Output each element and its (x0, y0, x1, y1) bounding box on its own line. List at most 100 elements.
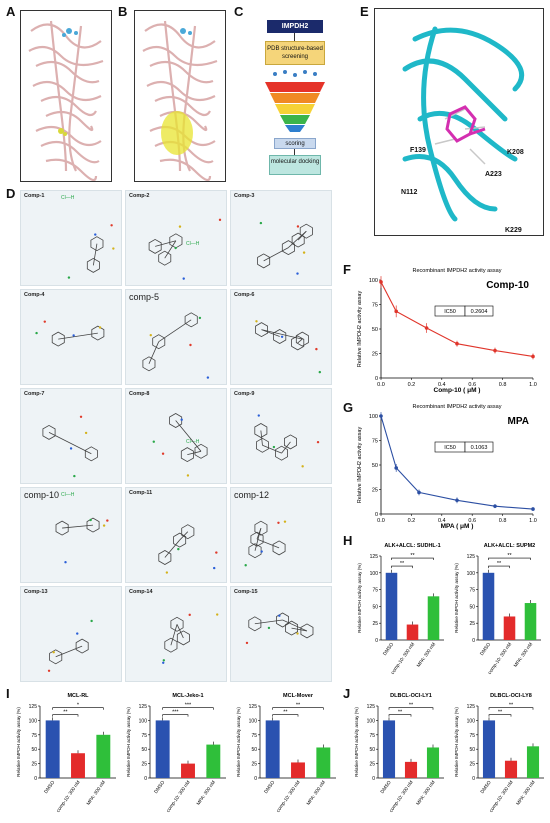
bar (96, 734, 111, 778)
panel-label-f: F (343, 262, 351, 277)
molecule-structure (55, 517, 109, 564)
screening-box: PDB structure-based screening (265, 41, 325, 65)
chart-i1: MCL-RL 0 25 50 75 100 125 Relative IMPDH activi… (14, 690, 122, 818)
bar (316, 747, 331, 778)
chart-h2: ALK+ALCL: SUPM2 0 25 50 75 100 125 Relative IMP… (452, 540, 547, 680)
significance-bracket (52, 707, 104, 710)
molecule-structure (162, 613, 219, 664)
y-tick-label: 75 (372, 588, 378, 594)
protein-ribbon-image-b (142, 20, 218, 182)
chart-title: MCL-Mover (283, 693, 314, 699)
y-tick-label: 100 (370, 571, 379, 577)
significance-label: ** (507, 553, 512, 559)
data-point (379, 414, 383, 418)
category-label: DMSO (379, 779, 392, 794)
bar (206, 744, 221, 778)
bar (385, 572, 398, 640)
significance-bracket (488, 714, 512, 717)
chart-i2-svg: MCL-Jeko-1 0 25 50 75 100 125 Relative IMPDH ac… (126, 693, 226, 814)
significance-label: *** (185, 703, 192, 709)
compound-name: Comp-14 (129, 589, 153, 595)
compound-card: comp-10 Cl—H (20, 487, 122, 583)
data-point (493, 504, 497, 508)
category-label: MPA: 300 nM (515, 780, 536, 807)
compound-name: comp-10 (24, 490, 60, 500)
y-tick-label: 75 (372, 303, 378, 309)
panel-label-j: J (343, 686, 351, 701)
compound-card: Comp-8 Cl—H (125, 388, 227, 484)
significance-label: ** (497, 561, 502, 567)
y-axis-label: Relative IMPDH activity assay (%) (357, 563, 362, 633)
panel-label-e: E (360, 4, 369, 19)
significance-bracket (272, 707, 324, 710)
molecule-structure (255, 320, 322, 374)
target-box: IMPDH2 (267, 20, 323, 33)
fit-curve (380, 281, 534, 357)
y-tick-label: 25 (251, 762, 257, 768)
molecule-structure (257, 221, 313, 275)
y-tick-label: 75 (369, 733, 375, 739)
data-point (493, 348, 497, 353)
bar (482, 572, 495, 640)
chart-i2: MCL-Jeko-1 0 25 50 75 100 125 Relative IMPDH ac… (124, 690, 232, 818)
bar (503, 616, 516, 640)
molecule-structure (158, 524, 218, 574)
protein-ribbon-image-a (28, 20, 104, 182)
compound-card: comp-5 (125, 289, 227, 385)
y-tick-label: 50 (369, 747, 375, 753)
compound-salt: Cl—H (186, 439, 200, 445)
x-axis-label: Comp-10 ( μM ) (434, 387, 481, 394)
chart-j1-svg: DLBCL-OCI-LY1 0 25 50 75 100 125 Relative IMPDH… (354, 693, 444, 814)
chart-j2: DLBCL-OCI-LY8 0 25 50 75 100 125 Relative IMPDH… (452, 690, 550, 818)
bar (382, 720, 396, 778)
molecule-structure (42, 415, 98, 478)
y-tick-label: 25 (372, 352, 378, 358)
compound-salt: Cl—H (61, 492, 75, 498)
y-axis-label: Relative IMPDH activity assay (%) (354, 707, 359, 777)
panel-label-g: G (343, 400, 354, 415)
y-tick-label: 75 (372, 439, 378, 445)
y-tick-label: 75 (141, 733, 147, 739)
y-tick-label: 50 (469, 747, 475, 753)
panel-label-h: H (343, 533, 353, 548)
chart-i1-svg: MCL-RL 0 25 50 75 100 125 Relative IMPDH activi… (16, 693, 116, 814)
x-axis-label: MPA ( μM ) (441, 523, 474, 530)
y-tick-label: 125 (370, 554, 379, 560)
bar (524, 603, 537, 640)
category-label: DMSO (382, 641, 395, 656)
y-tick-label: 100 (467, 718, 476, 724)
panel-label-d: D (6, 186, 16, 201)
docking-box: molecular docking (269, 155, 321, 175)
chart-title: MCL-RL (67, 693, 89, 699)
chart-title: DLBCL-OCI-LY1 (390, 693, 432, 699)
y-tick-label: 0 (372, 776, 375, 782)
molecule-structure (67, 224, 115, 279)
data-point (455, 341, 459, 346)
y-tick-label: 0 (375, 512, 378, 518)
significance-bracket (52, 714, 79, 717)
bar (45, 720, 60, 778)
x-tick-label: 1.0 (529, 518, 537, 524)
compound-name: Comp-6 (234, 292, 255, 298)
significance-bracket (388, 707, 434, 710)
compound-name: Comp-11 (129, 490, 153, 496)
bar (71, 753, 85, 778)
compound-card: Comp-11 (125, 487, 227, 583)
y-tick-label: 125 (467, 704, 476, 710)
ic50-label: IC50 (444, 309, 456, 315)
y-axis-label: Relative IMPDH activity assay (%) (454, 707, 459, 777)
compound-name: Comp-7 (24, 391, 45, 397)
x-tick-label: 0.8 (499, 382, 507, 388)
bar (526, 746, 540, 778)
molecule-structure (244, 520, 287, 567)
chart-title: DLBCL-OCI-LY8 (490, 693, 532, 699)
molecule-structure (254, 414, 320, 468)
data-point (394, 309, 398, 314)
data-point (424, 326, 429, 330)
scoring-box: scoring (274, 138, 316, 149)
category-label: DMSO (479, 641, 492, 656)
compound-card: Comp-13 (20, 586, 122, 682)
x-tick-label: 0.8 (499, 518, 507, 524)
compound-name: comp-5 (129, 292, 160, 302)
